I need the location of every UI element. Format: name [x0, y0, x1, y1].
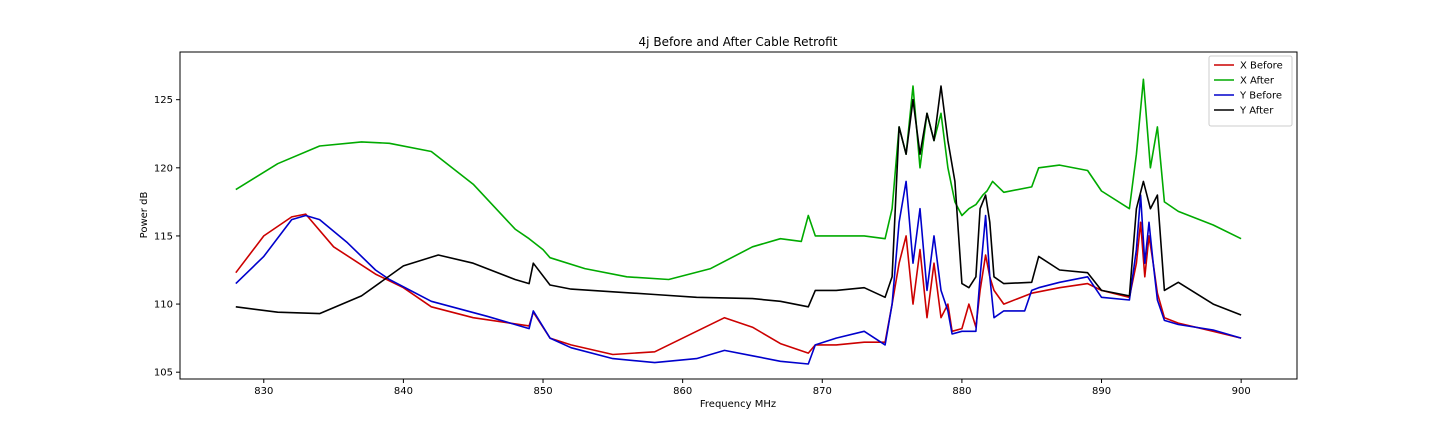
series-line-x-after: [235, 78, 1242, 281]
x-tick-label: 850: [533, 386, 552, 397]
y-tick-label: 110: [154, 300, 173, 311]
legend: X Before X After Y Before Y After: [1208, 55, 1293, 127]
y-tick-label: 120: [154, 163, 173, 174]
plot-area: [235, 78, 1242, 365]
legend-label: Y After: [1239, 106, 1274, 117]
series-line-y-after: [235, 85, 1242, 316]
legend-box: [1208, 55, 1293, 127]
x-tick-label: 870: [813, 386, 832, 397]
series-line-y-before: [235, 180, 1242, 365]
y-tick-label: 125: [154, 95, 173, 106]
legend-label: X After: [1240, 76, 1275, 87]
y-tick-label: 115: [154, 231, 173, 242]
axes: 830 840 850 860 870 880 890 900 105 110 115 120 125: [154, 51, 1298, 397]
x-tick-label: 900: [1232, 386, 1251, 397]
x-tick-label: 830: [254, 386, 273, 397]
chart-title: 4j Before and After Cable Retrofit: [639, 35, 838, 49]
legend-label: X Before: [1240, 61, 1283, 72]
x-tick-label: 880: [952, 386, 971, 397]
y-tick-label: 105: [154, 368, 173, 379]
x-tick-label: 890: [1092, 386, 1111, 397]
plot-frame: [179, 51, 1298, 380]
series-line-x-before: [235, 213, 1242, 356]
legend-label: Y Before: [1239, 91, 1282, 102]
y-axis-title: Power dB: [139, 192, 150, 239]
x-axis-title: Frequency MHz: [700, 399, 776, 410]
x-tick-label: 840: [394, 386, 413, 397]
x-tick-label: 860: [673, 386, 692, 397]
